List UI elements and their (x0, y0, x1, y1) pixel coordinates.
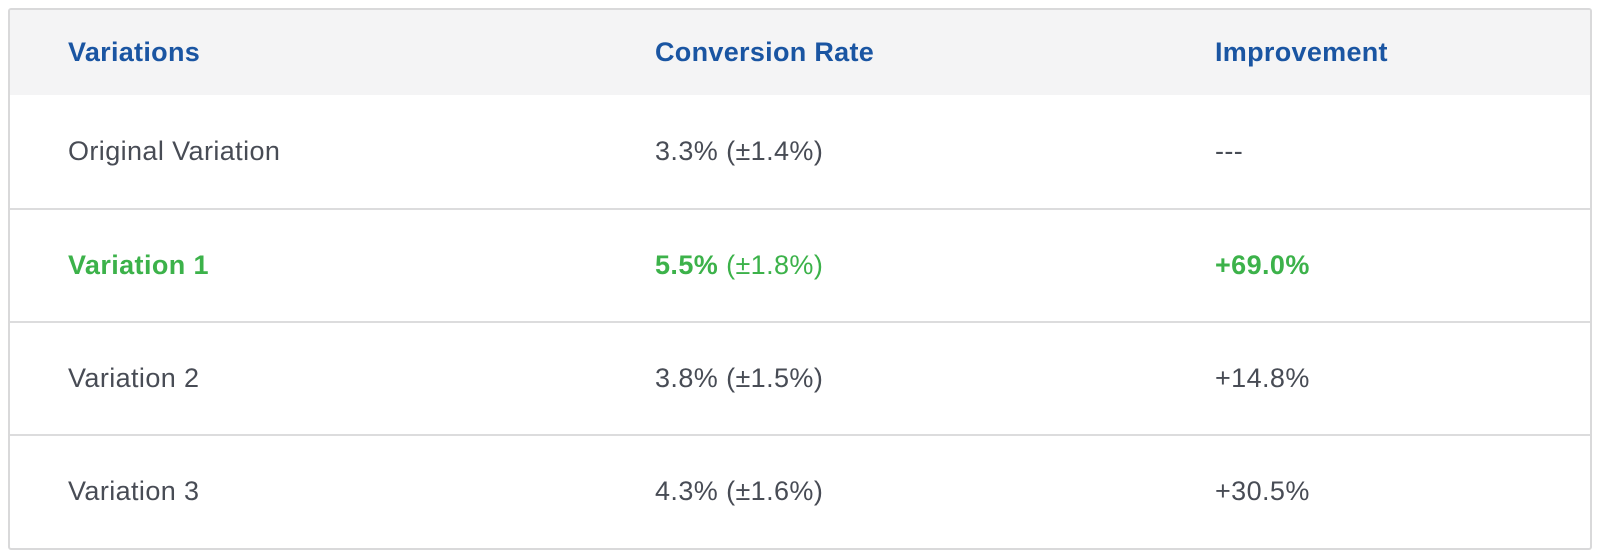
conversion-rate-value: 3.8% (±1.5%) (655, 363, 1215, 394)
variation-name: Variation 2 (68, 363, 200, 393)
conversion-rate-value: 4.3% (±1.6%) (655, 476, 1215, 507)
table-header-row: Variations Conversion Rate Improvement (10, 10, 1590, 95)
improvement-value: +69.0% (1215, 250, 1310, 280)
rate-confidence-interval: (±1.4%) (726, 136, 824, 166)
table-row: Original Variation 3.3% (±1.4%) --- (10, 95, 1590, 208)
table-row: Variation 2 3.8% (±1.5%) +14.8% (10, 321, 1590, 434)
rate-value: 5.5% (655, 250, 719, 280)
rate-confidence-interval: (±1.8%) (726, 250, 824, 280)
rate-value: 4.3% (655, 476, 719, 506)
improvement-value: +14.8% (1215, 363, 1310, 393)
column-header-variations: Variations (68, 37, 201, 67)
rate-confidence-interval: (±1.6%) (726, 476, 824, 506)
table-row: Variation 3 4.3% (±1.6%) +30.5% (10, 434, 1590, 547)
conversion-rate-value: 3.3% (±1.4%) (655, 136, 1215, 167)
table-row-winner: Variation 1 5.5% (±1.8%) +69.0% (10, 208, 1590, 321)
variation-name: Variation 1 (68, 250, 209, 280)
rate-value: 3.3% (655, 136, 719, 166)
column-header-improvement: Improvement (1215, 37, 1388, 67)
rate-confidence-interval: (±1.5%) (726, 363, 824, 393)
column-header-conversion-rate: Conversion Rate (655, 37, 875, 67)
ab-test-results-table: Variations Conversion Rate Improvement O… (8, 8, 1592, 550)
variation-name: Original Variation (68, 136, 281, 166)
rate-value: 3.8% (655, 363, 719, 393)
conversion-rate-value: 5.5% (±1.8%) (655, 250, 1215, 281)
variation-name: Variation 3 (68, 476, 200, 506)
improvement-value: --- (1215, 136, 1244, 166)
improvement-value: +30.5% (1215, 476, 1310, 506)
